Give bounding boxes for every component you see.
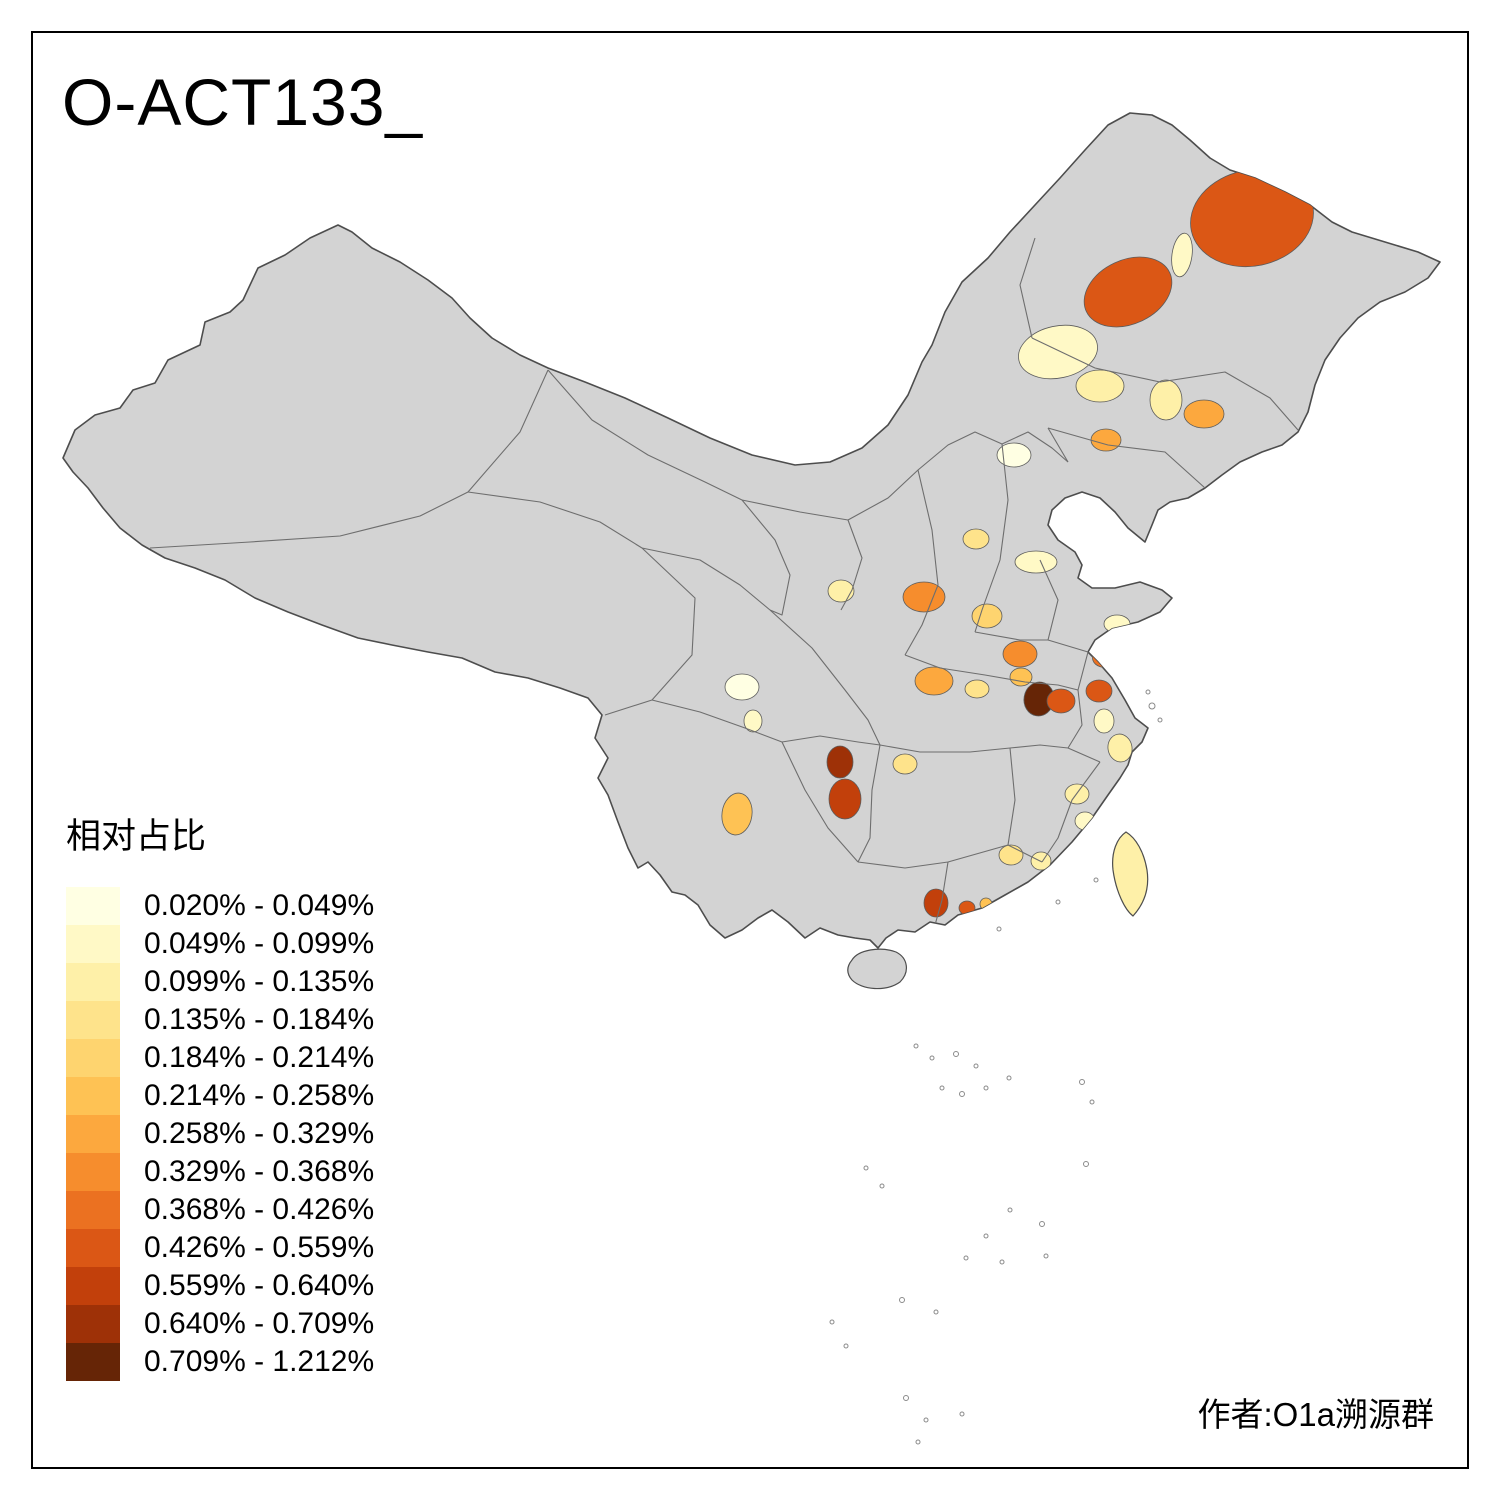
map-region [1075, 369, 1125, 403]
map-region [743, 709, 763, 733]
legend-label: 0.135% - 0.184% [144, 1003, 375, 1036]
legend-row: 0.099% - 0.135% [66, 963, 374, 1001]
map-region [828, 778, 862, 820]
legend-swatch [66, 1267, 120, 1305]
map-region [996, 442, 1032, 468]
legend-title: 相对占比 [66, 817, 207, 856]
legend-swatch [66, 925, 120, 963]
legend-label: 0.049% - 0.099% [144, 927, 375, 960]
legend-row: 0.049% - 0.099% [66, 925, 374, 963]
map-region [962, 528, 990, 550]
legend-swatch [66, 887, 120, 925]
legend-row: 0.020% - 0.049% [66, 887, 374, 925]
map-region [1014, 550, 1058, 574]
map-region [1057, 518, 1087, 542]
map-region [902, 581, 946, 613]
map-region [892, 753, 918, 775]
legend-row: 0.640% - 0.709% [66, 1305, 374, 1343]
legend-row: 0.559% - 0.640% [66, 1267, 374, 1305]
map-region [914, 666, 954, 696]
legend-row: 0.258% - 0.329% [66, 1115, 374, 1153]
map-region [923, 888, 949, 918]
map-region [1075, 536, 1109, 562]
legend-label: 0.368% - 0.426% [144, 1193, 375, 1226]
province-borders [149, 237, 1299, 926]
map-region [1090, 428, 1122, 452]
map-region [971, 603, 1003, 629]
taiwan-island [1112, 831, 1149, 917]
legend-label: 0.258% - 0.329% [144, 1117, 375, 1150]
map-region [724, 673, 760, 701]
legend-label: 0.020% - 0.049% [144, 889, 375, 922]
map-region [1018, 324, 1098, 380]
legend-swatch [66, 1039, 120, 1077]
legend-row: 0.709% - 1.212% [66, 1343, 374, 1381]
map-region [1107, 733, 1133, 763]
legend-label: 0.099% - 0.135% [144, 965, 375, 998]
legend: 相对占比 0.020% - 0.049% 0.049% - 0.099% 0.099… [66, 808, 374, 1381]
map-region [1009, 667, 1033, 687]
legend-swatch [66, 1191, 120, 1229]
map-region [827, 579, 855, 603]
legend-swatch [66, 1077, 120, 1115]
legend-label: 0.559% - 0.640% [144, 1269, 375, 1302]
legend-row: 0.135% - 0.184% [66, 1001, 374, 1039]
map-region [1093, 708, 1115, 734]
map-region [1149, 379, 1183, 421]
coastal-islands [996, 689, 1163, 932]
legend-swatch [66, 1001, 120, 1039]
legend-swatch [66, 963, 120, 1001]
legend-row: 0.426% - 0.559% [66, 1229, 374, 1267]
map-region [721, 792, 753, 836]
legend-row: 0.184% - 0.214% [66, 1039, 374, 1077]
legend-row: 0.368% - 0.426% [66, 1191, 374, 1229]
hainan-island [847, 948, 907, 990]
map-region [1103, 614, 1131, 634]
legend-label: 0.426% - 0.559% [144, 1231, 375, 1264]
legend-row: 0.329% - 0.368% [66, 1153, 374, 1191]
map-region [964, 679, 990, 699]
map-region [1002, 640, 1038, 668]
map-region [998, 844, 1024, 866]
map-region [1046, 688, 1076, 714]
legend-swatch [66, 1305, 120, 1343]
legend-swatch [66, 1153, 120, 1191]
map-region [1183, 399, 1225, 429]
map-region [1171, 232, 1193, 278]
legend-classes: 0.020% - 0.049% 0.049% - 0.099% 0.099% - 0… [66, 887, 374, 1381]
legend-row: 0.214% - 0.258% [66, 1077, 374, 1115]
legend-label: 0.709% - 1.212% [144, 1345, 375, 1378]
legend-swatch [66, 1229, 120, 1267]
legend-label: 0.184% - 0.214% [144, 1041, 375, 1074]
map-region [1085, 679, 1113, 703]
legend-label: 0.329% - 0.368% [144, 1155, 375, 1188]
attribution: 作者:O1a溯源群 [1197, 1396, 1434, 1433]
map-region [826, 745, 854, 779]
legend-label: 0.214% - 0.258% [144, 1079, 375, 1112]
map-region [1083, 256, 1173, 328]
figure-title: O-ACT133_ [62, 65, 424, 139]
legend-label: 0.640% - 0.709% [144, 1307, 375, 1340]
south-china-sea-islands [829, 1043, 1095, 1445]
legend-swatch [66, 1115, 120, 1153]
legend-swatch [66, 1343, 120, 1381]
